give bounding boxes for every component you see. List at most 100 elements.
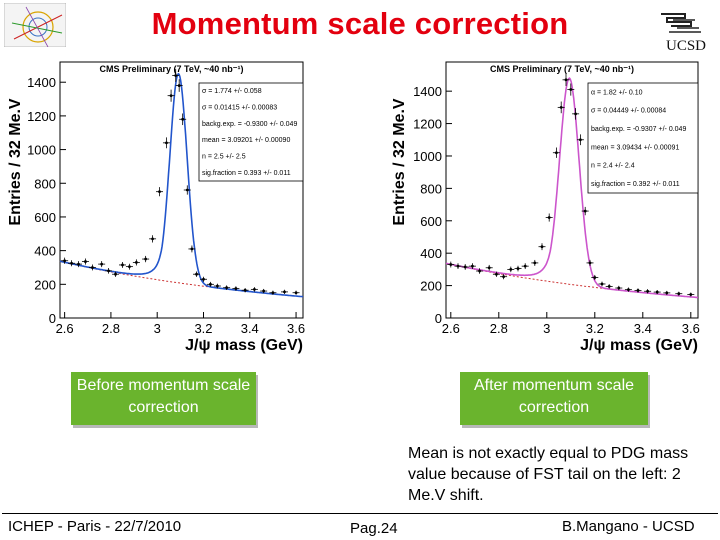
before-fit-curve [59,72,304,298]
before-ytick-label: 200 [34,277,56,292]
caption-after: After momentum scale correction [460,372,648,425]
before-data-point [262,289,266,293]
before-data-point [121,263,124,267]
before-plot-title: CMS Preliminary (7 TeV, ~40 nb⁻¹) [99,64,243,74]
after-data-point [516,267,520,270]
before-data-point [169,94,173,98]
after-data-point [579,138,582,142]
before-ytick-label: 600 [34,210,56,225]
after-stats-line: α = 1.82 +/- 0.10 [591,89,643,96]
after-y-axis-label: Entries / 32 Me.V [391,98,408,225]
after-data-point [559,105,563,109]
after-data-point [607,285,611,288]
before-xtick-label: 3.6 [287,321,305,336]
caption-before: Before momentum scale correction [71,372,256,425]
note-text: Mean is not exactly equal to PDG mass va… [408,445,689,504]
before-xtick-label: 3.4 [241,321,259,336]
after-ytick-label: 800 [420,181,442,196]
after-xtick-label: 2.8 [490,321,508,336]
footer-right: B.Mangano - UCSD [562,518,695,535]
after-ytick-label: 1200 [413,117,442,132]
after-data-point [636,289,640,292]
before-ytick-label: 800 [34,176,56,191]
cms-logo [4,3,66,47]
before-xtick-label: 2.8 [102,321,120,336]
after-data-point [617,286,621,290]
after-ytick-label: 400 [420,246,442,261]
ucsd-logo-text: UCSD [666,38,706,54]
before-data-point [114,272,117,276]
after-data-point [627,288,630,292]
before-x-axis-label: J/ψ mass (GeV) [185,337,303,354]
after-stats-line: backg.exp. = -0.9307 +/- 0.049 [591,126,686,133]
after-data-point [463,265,467,269]
after-ytick-label: 0 [435,311,442,326]
after-data-point [509,267,513,271]
before-data-point [181,117,185,121]
before-data-point [70,261,73,265]
after-data-point [533,261,537,265]
after-data-point [646,289,649,293]
after-data-point [555,151,558,155]
after-data-point [449,263,453,266]
before-ytick-label: 400 [34,244,56,259]
before-data-point [177,84,181,87]
before-ytick-label: 1000 [27,143,56,158]
before-ytick-label: 1400 [27,75,56,90]
before-data-point [202,277,205,281]
before-data-point [128,265,131,269]
after-data-point [588,261,592,265]
after-stats-box [587,82,699,194]
after-ytick-label: 1000 [413,149,442,164]
before-data-point [174,74,178,77]
before-data-point [144,257,148,261]
before-data-point [100,262,104,266]
before-data-point [63,259,67,263]
before-xtick-label: 3.2 [194,321,212,336]
before-stats-line: mean = 3.09201 +/- 0.00090 [202,137,290,144]
after-fit-curve [445,77,699,299]
after-xtick-label: 3 [543,321,550,336]
before-xtick-label: 2.6 [56,321,74,336]
before-data-point [209,282,212,286]
before-data-point [165,141,168,145]
before-data-point [195,272,198,276]
after-data-point [523,264,527,268]
after-data-point [495,272,498,276]
page-number: Pag.24 [350,520,398,537]
before-xtick-label: 3 [154,321,161,336]
after-ytick-label: 200 [420,279,442,294]
after-data-point [471,264,474,268]
after-data-point [593,276,597,279]
before-ytick-label: 1200 [27,109,56,124]
before-y-axis-label: Entries / 32 Me.V [7,98,24,225]
before-stats-line: sig.fraction = 0.393 +/- 0.011 [202,170,291,177]
ucsd-logo: UCSD [661,13,706,54]
after-ytick-label: 1400 [413,84,442,99]
after-data-point [689,293,693,296]
footer-divider [2,513,718,514]
before-data-point [283,290,286,294]
chart-before: CMS Preliminary (7 TeV, ~40 nb⁻¹) 0 200 400… [7,61,700,354]
before-stats-line: backg.exp. = -0.9300 +/- 0.049 [202,121,297,128]
before-data-point [190,247,194,251]
before-data-point [294,291,298,295]
after-plot-title: CMS Preliminary (7 TeV, ~40 nb⁻¹) [490,64,634,74]
after-stats-line: mean = 3.09434 +/- 0.00091 [591,144,679,151]
before-data-point [185,188,189,192]
before-data-point [215,284,219,288]
before-stats-line: n = 2.5 +/- 2.5 [202,153,246,160]
before-data-point [234,287,238,290]
before-data-point [271,291,275,295]
after-data-point [478,269,481,273]
before-data-point [158,190,161,194]
after-xtick-label: 3.4 [634,321,652,336]
before-data-point [253,287,256,291]
after-data-point [677,292,681,296]
after-data-point [655,290,659,294]
after-stats-line: σ = 0.04449 +/- 0.00084 [591,108,666,115]
before-data-point [151,237,154,241]
after-data-point [456,264,460,268]
after-data-point [487,266,491,270]
before-ytick-label: 0 [49,311,56,326]
